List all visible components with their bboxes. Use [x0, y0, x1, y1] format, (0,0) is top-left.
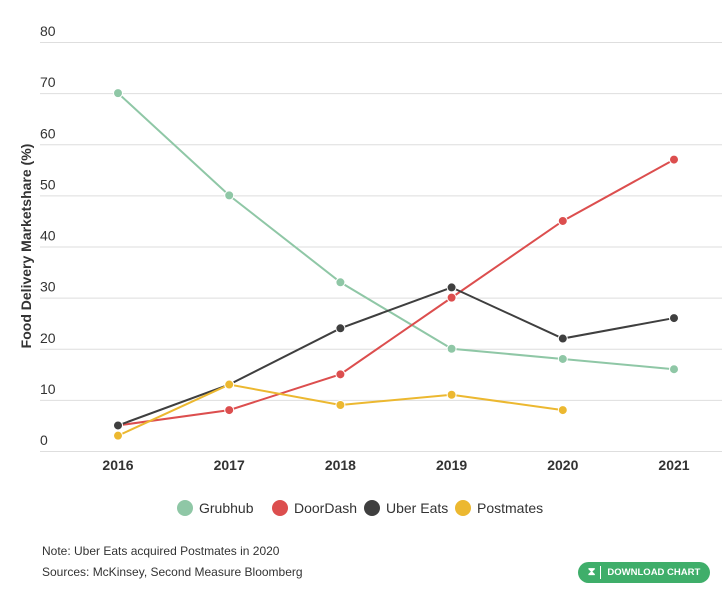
- data-point: [669, 313, 679, 324]
- x-tick-label: 2021: [658, 457, 689, 473]
- data-point: [446, 343, 457, 354]
- legend-marker: [272, 500, 288, 516]
- data-point: [113, 420, 123, 431]
- y-tick-label: 40: [40, 228, 56, 244]
- download-chart-button[interactable]: ⧗ DOWNLOAD CHART: [578, 562, 710, 583]
- series-line-uber-eats: [117, 286, 675, 427]
- x-tick-label: 2018: [325, 457, 356, 473]
- data-point: [557, 215, 568, 226]
- y-tick-label: 10: [40, 381, 56, 397]
- y-tick-label: 0: [40, 432, 48, 448]
- data-point: [224, 379, 235, 390]
- note-text: Note: Uber Eats acquired Postmates in 20…: [42, 544, 280, 558]
- legend-marker: [177, 500, 193, 516]
- legend-label: Postmates: [477, 500, 543, 516]
- y-tick-label: 70: [40, 74, 56, 90]
- data-point: [113, 88, 123, 99]
- y-tick-label: 60: [40, 125, 56, 141]
- y-tick-label: 80: [40, 23, 56, 39]
- x-tick-label: 2016: [102, 457, 133, 473]
- data-point: [446, 389, 457, 400]
- series-line-grubhub: [117, 92, 675, 371]
- legend-marker: [455, 500, 471, 516]
- data-point: [113, 430, 123, 441]
- legend-label: Uber Eats: [386, 500, 448, 516]
- x-tick-label: 2017: [214, 457, 245, 473]
- data-point: [335, 369, 346, 380]
- legend-label: Grubhub: [199, 500, 254, 516]
- data-point: [557, 353, 568, 364]
- download-label: DOWNLOAD CHART: [607, 567, 701, 578]
- y-tick-label: 30: [40, 279, 56, 295]
- data-point: [446, 292, 457, 303]
- legend-marker: [364, 500, 380, 516]
- data-point: [669, 154, 679, 165]
- series-line-postmates: [117, 383, 563, 437]
- data-point: [224, 405, 235, 416]
- y-tick-label: 50: [40, 176, 56, 192]
- data-point: [557, 405, 568, 416]
- y-tick-label: 20: [40, 330, 56, 346]
- data-point: [335, 277, 346, 288]
- data-point: [224, 190, 235, 201]
- data-point: [446, 282, 457, 293]
- series-line-doordash: [117, 158, 675, 427]
- legend-label: DoorDash: [294, 500, 357, 516]
- data-point: [335, 399, 346, 410]
- x-tick-label: 2020: [547, 457, 578, 473]
- line-chart: 0 10 20 30 40 50 60 70 80 2016 2017 2018 2019 2020 202…: [18, 23, 722, 516]
- data-point: [669, 364, 679, 375]
- sources-text: Sources: McKinsey, Second Measure Bloomb…: [42, 565, 303, 579]
- x-tick-label: 2019: [436, 457, 467, 473]
- data-point: [557, 333, 568, 344]
- y-axis-label: Food Delivery Marketshare (%): [18, 144, 34, 349]
- data-point: [335, 323, 346, 334]
- download-icon: ⧗: [588, 566, 602, 579]
